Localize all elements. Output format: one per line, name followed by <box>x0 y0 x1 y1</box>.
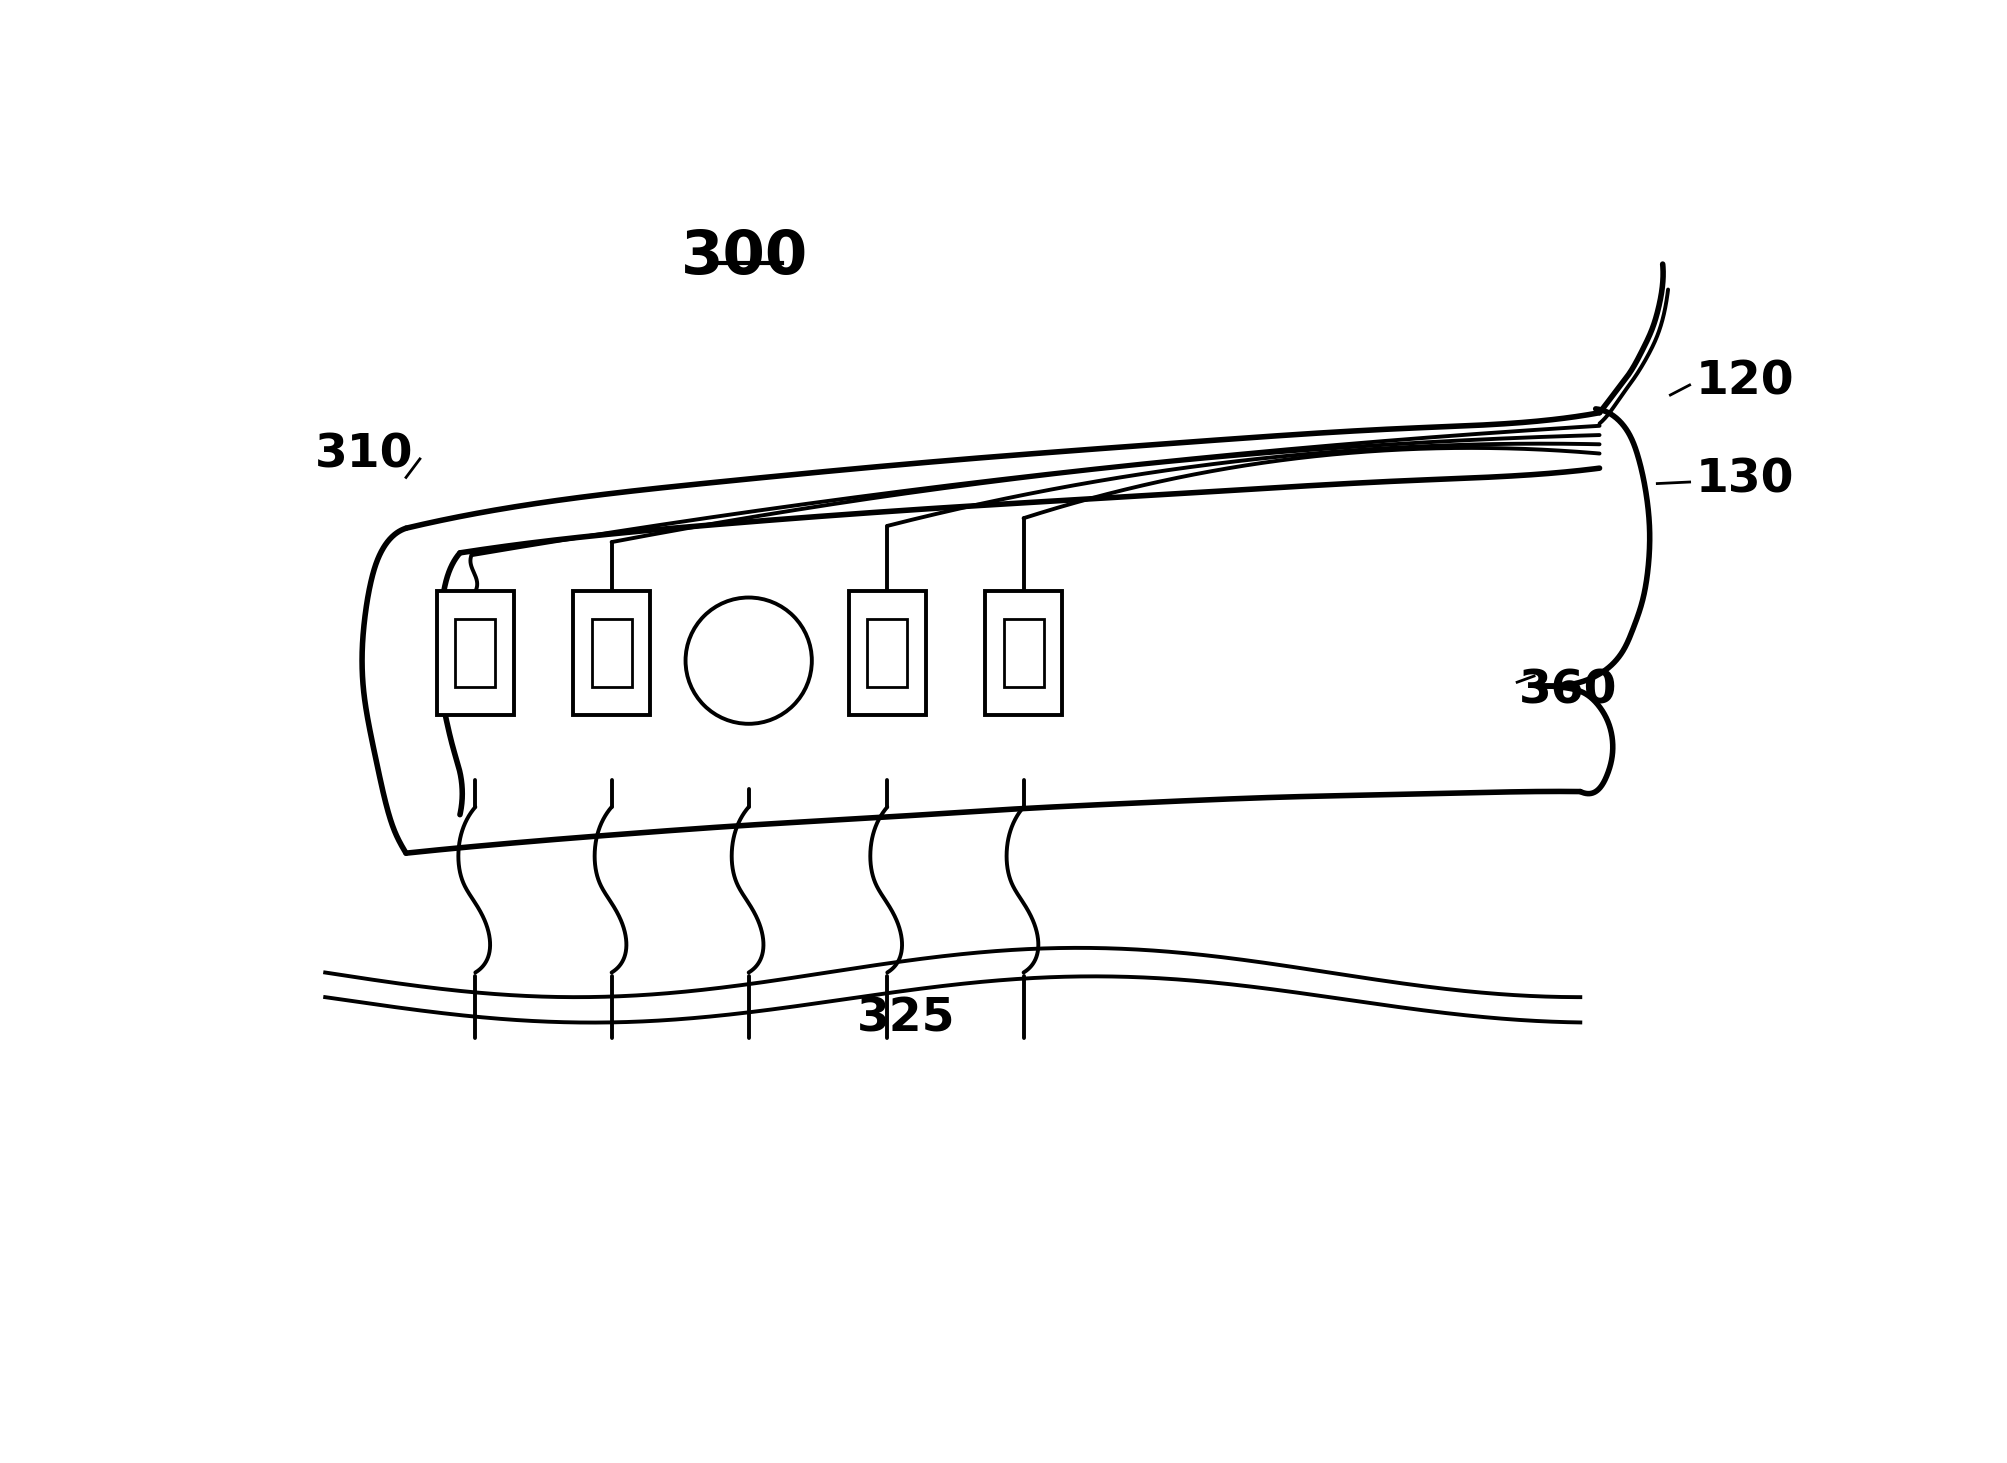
Text: 300: 300 <box>680 228 809 287</box>
Circle shape <box>686 597 813 724</box>
FancyBboxPatch shape <box>1004 619 1044 686</box>
Text: 360: 360 <box>1519 669 1618 714</box>
Text: 120: 120 <box>1696 360 1794 404</box>
FancyBboxPatch shape <box>985 591 1062 714</box>
FancyBboxPatch shape <box>456 619 496 686</box>
FancyBboxPatch shape <box>438 591 514 714</box>
FancyBboxPatch shape <box>574 591 650 714</box>
FancyBboxPatch shape <box>867 619 907 686</box>
FancyBboxPatch shape <box>849 591 925 714</box>
Text: 310: 310 <box>315 433 413 477</box>
FancyBboxPatch shape <box>592 619 632 686</box>
Text: 325: 325 <box>857 996 955 1042</box>
Text: 130: 130 <box>1696 458 1794 502</box>
Polygon shape <box>361 408 1650 853</box>
